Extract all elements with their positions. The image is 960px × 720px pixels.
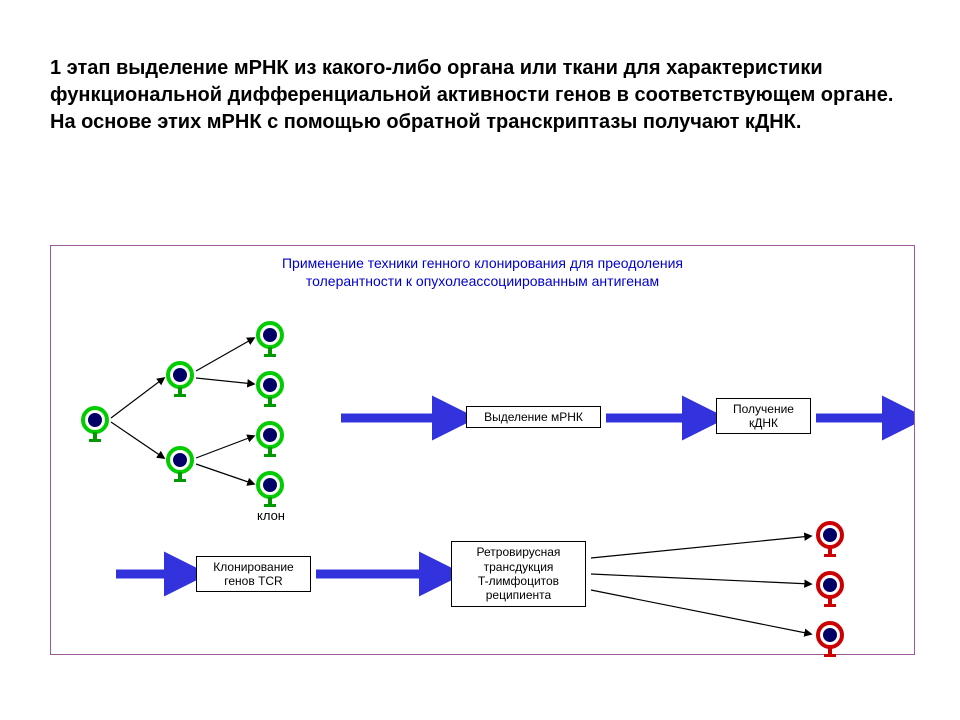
diagram-panel: Применение техники генного клонирования … [50, 245, 915, 655]
green-cell-1 [166, 361, 194, 397]
box-retro-l3: T-лимфоцитов [478, 574, 559, 588]
box-kdna: Получение кДНК [716, 398, 811, 434]
diagram-title-l2: толерантности к опухолеассоциированным а… [306, 273, 659, 289]
diagram-title-l1: Применение техники генного клонирования … [282, 255, 683, 271]
box-kdna-l2: кДНК [749, 416, 778, 430]
box-mrna-text: Выделение мРНК [484, 410, 583, 424]
green-cell-2 [166, 446, 194, 482]
clone-label: клон [246, 508, 296, 523]
main-text: 1 этап выделение мРНК из какого-либо орг… [50, 55, 910, 136]
red-cell-1 [816, 571, 844, 607]
green-cell-3 [256, 321, 284, 357]
green-cell-5 [256, 421, 284, 457]
box-kdna-l1: Получение [733, 402, 794, 416]
green-cell-6 [256, 471, 284, 507]
box-tcr-l1: Клонирование [213, 560, 293, 574]
box-tcr-l2: генов TCR [224, 574, 282, 588]
green-cell-0 [81, 406, 109, 442]
box-retro: Ретровирусная трансдукция T-лимфоцитов р… [451, 541, 586, 607]
box-retro-l2: трансдукция [484, 560, 554, 574]
red-cell-0 [816, 521, 844, 557]
red-cell-2 [816, 621, 844, 657]
box-retro-l4: реципиента [486, 588, 551, 602]
box-tcr: Клонирование генов TCR [196, 556, 311, 592]
diagram-title: Применение техники генного клонирования … [51, 254, 914, 290]
box-mrna: Выделение мРНК [466, 406, 601, 428]
green-cell-4 [256, 371, 284, 407]
box-retro-l1: Ретровирусная [477, 545, 561, 559]
